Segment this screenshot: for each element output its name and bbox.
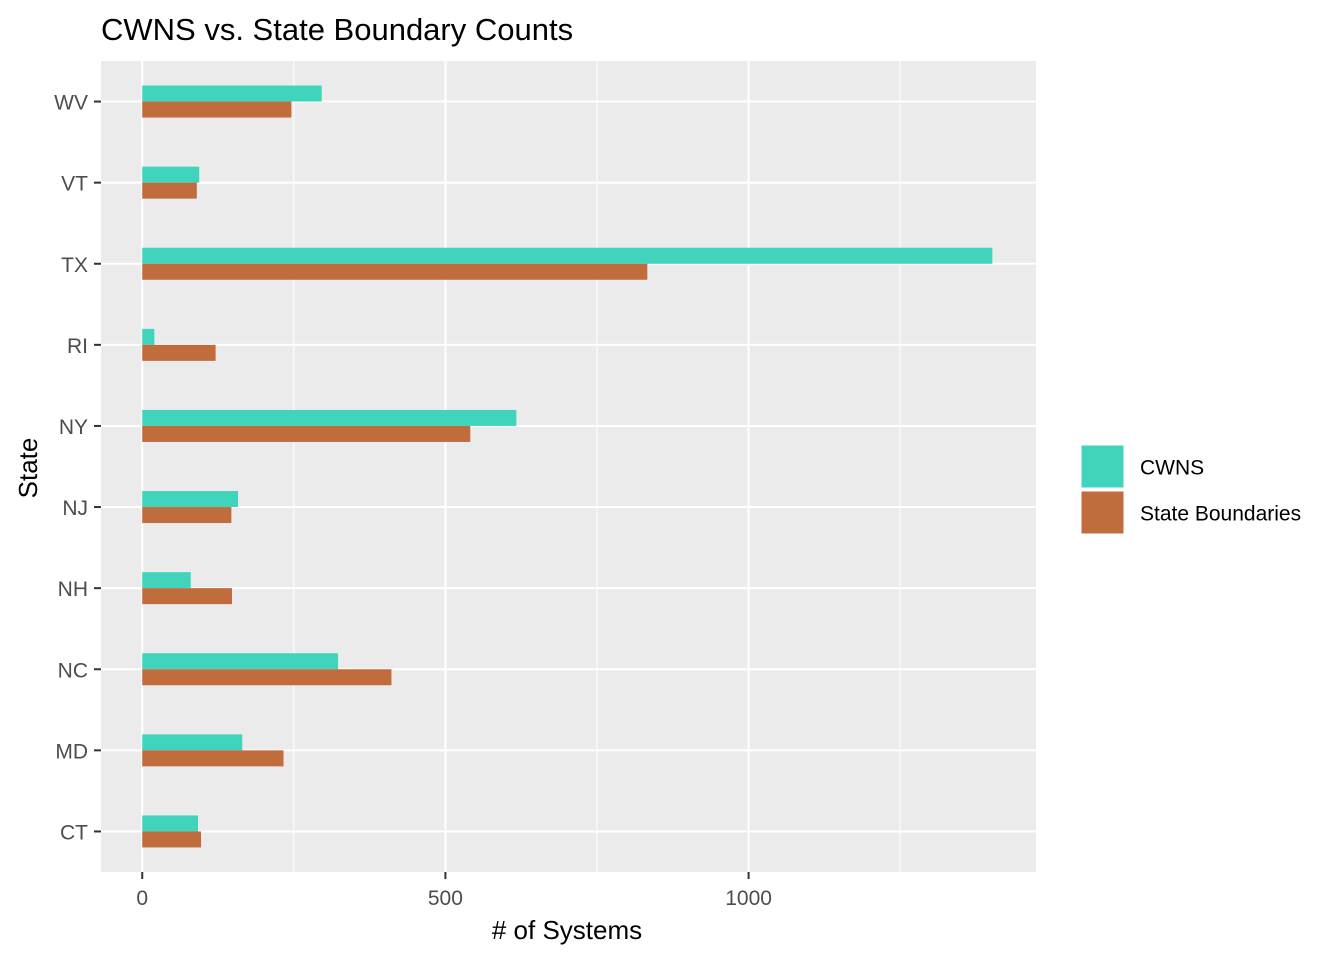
bar-state-boundaries-nj bbox=[142, 507, 232, 524]
legend-label: State Boundaries bbox=[1140, 503, 1301, 526]
chart-title: CWNS vs. State Boundary Counts bbox=[101, 12, 573, 47]
panel-background bbox=[101, 61, 1036, 872]
y-tick-label: TX bbox=[61, 254, 88, 277]
bar-cwns-tx bbox=[142, 247, 993, 264]
x-axis-title: # of Systems bbox=[492, 915, 642, 945]
x-tick-label: 500 bbox=[428, 887, 463, 910]
bar-state-boundaries-tx bbox=[142, 263, 648, 280]
bar-cwns-wv bbox=[142, 85, 322, 102]
bar-cwns-ct bbox=[142, 815, 199, 832]
legend-key bbox=[1080, 490, 1125, 535]
bar-state-boundaries-md bbox=[142, 750, 284, 767]
y-tick-label: CT bbox=[60, 821, 88, 844]
y-axis: CT MD NC NH NJ NY RI TX VT WV bbox=[54, 92, 101, 844]
y-tick-label: RI bbox=[67, 335, 88, 358]
y-tick-label: VT bbox=[61, 173, 88, 196]
x-axis: 0 500 1000 bbox=[136, 872, 772, 910]
bar-cwns-vt bbox=[142, 166, 200, 183]
y-axis-title: State bbox=[13, 438, 43, 499]
y-tick-label: NJ bbox=[62, 497, 88, 520]
legend-label: CWNS bbox=[1140, 457, 1204, 480]
y-tick-label: NH bbox=[58, 578, 88, 601]
bar-cwns-nj bbox=[142, 491, 239, 508]
bar-cwns-ri bbox=[142, 328, 155, 345]
bar-state-boundaries-wv bbox=[142, 101, 292, 118]
bar-cwns-nc bbox=[142, 653, 339, 670]
x-tick-label: 0 bbox=[136, 887, 148, 910]
y-tick-label: NY bbox=[59, 416, 88, 439]
bar-state-boundaries-nh bbox=[142, 588, 232, 605]
legend: CWNS State Boundaries bbox=[1080, 444, 1301, 535]
bar-cwns-md bbox=[142, 734, 243, 751]
legend-key bbox=[1080, 444, 1125, 489]
y-tick-label: MD bbox=[55, 740, 88, 763]
bar-state-boundaries-ny bbox=[142, 425, 471, 442]
x-tick-label: 1000 bbox=[725, 887, 772, 910]
bar-cwns-nh bbox=[142, 572, 191, 589]
y-tick-label: WV bbox=[54, 92, 88, 115]
bar-state-boundaries-ri bbox=[142, 344, 216, 361]
plot-area bbox=[101, 61, 1036, 872]
bar-cwns-ny bbox=[142, 409, 517, 426]
bar-state-boundaries-vt bbox=[142, 182, 197, 199]
y-tick-label: NC bbox=[58, 659, 88, 682]
bar-state-boundaries-ct bbox=[142, 831, 202, 848]
bar-state-boundaries-nc bbox=[142, 669, 392, 686]
